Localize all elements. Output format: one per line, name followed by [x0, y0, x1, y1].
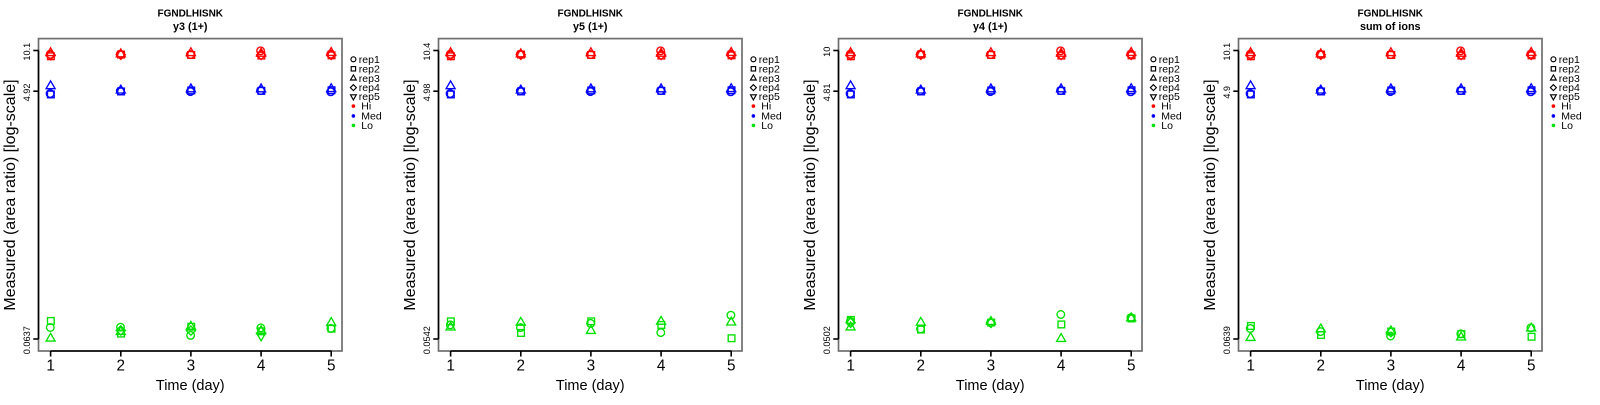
- svg-text:3: 3: [587, 358, 596, 375]
- svg-text:FGNDLHISNK: FGNDLHISNK: [157, 9, 223, 20]
- svg-text:10.4: 10.4: [422, 43, 432, 61]
- svg-text:y4 (1+): y4 (1+): [973, 21, 1008, 33]
- svg-text:Measured (area ratio) [log-sca: Measured (area ratio) [log-scale]: [402, 79, 419, 310]
- svg-text:Hi: Hi: [1161, 101, 1171, 113]
- svg-text:5: 5: [1127, 358, 1136, 375]
- svg-text:Time (day): Time (day): [1356, 378, 1425, 394]
- svg-text:1: 1: [446, 358, 455, 375]
- svg-text:0.0502: 0.0502: [822, 326, 832, 354]
- svg-text:Measured (area ratio) [log-sca: Measured (area ratio) [log-scale]: [2, 79, 19, 310]
- svg-text:Med: Med: [761, 111, 782, 123]
- svg-text:0.0639: 0.0639: [1222, 326, 1232, 354]
- svg-text:sum of ions: sum of ions: [1360, 21, 1421, 33]
- svg-text:1: 1: [1246, 358, 1255, 375]
- svg-text:5: 5: [1527, 358, 1536, 375]
- svg-text:rep1: rep1: [1159, 54, 1180, 66]
- svg-text:FGNDLHISNK: FGNDLHISNK: [557, 9, 623, 20]
- svg-text:rep4: rep4: [1559, 82, 1580, 94]
- svg-text:rep3: rep3: [1159, 73, 1180, 85]
- svg-text:3: 3: [1387, 358, 1396, 375]
- svg-text:rep5: rep5: [759, 91, 780, 103]
- svg-text:10.1: 10.1: [22, 43, 32, 61]
- svg-text:5: 5: [727, 358, 736, 375]
- svg-text:2: 2: [117, 358, 126, 375]
- svg-text:4.81: 4.81: [822, 83, 832, 101]
- svg-text:10.1: 10.1: [1222, 43, 1232, 61]
- svg-text:rep2: rep2: [759, 63, 780, 75]
- svg-text:1: 1: [46, 358, 55, 375]
- svg-text:rep5: rep5: [1159, 91, 1180, 103]
- svg-text:rep2: rep2: [359, 63, 380, 75]
- svg-text:rep2: rep2: [1159, 63, 1180, 75]
- svg-text:Hi: Hi: [1561, 101, 1571, 113]
- svg-text:Lo: Lo: [1161, 120, 1173, 132]
- svg-text:rep1: rep1: [1559, 54, 1580, 66]
- svg-text:4.9: 4.9: [1222, 86, 1232, 99]
- svg-text:Measured (area ratio) [log-sca: Measured (area ratio) [log-scale]: [1202, 79, 1219, 310]
- svg-text:4.98: 4.98: [422, 83, 432, 101]
- svg-text:Med: Med: [361, 111, 382, 123]
- svg-text:1: 1: [846, 358, 855, 375]
- svg-text:3: 3: [187, 358, 196, 375]
- svg-text:Med: Med: [1161, 111, 1182, 123]
- svg-text:rep4: rep4: [359, 82, 380, 94]
- svg-text:Time (day): Time (day): [956, 378, 1025, 394]
- svg-text:Hi: Hi: [361, 101, 371, 113]
- svg-text:Hi: Hi: [761, 101, 771, 113]
- svg-text:0.0637: 0.0637: [22, 326, 32, 354]
- svg-text:rep1: rep1: [359, 54, 380, 66]
- svg-text:Measured (area ratio) [log-sca: Measured (area ratio) [log-scale]: [802, 79, 819, 310]
- svg-text:3: 3: [987, 358, 996, 375]
- svg-text:rep3: rep3: [1559, 73, 1580, 85]
- svg-text:4: 4: [657, 358, 666, 375]
- svg-text:Lo: Lo: [1561, 120, 1573, 132]
- svg-text:5: 5: [327, 358, 336, 375]
- svg-text:Lo: Lo: [361, 120, 373, 132]
- svg-text:Lo: Lo: [761, 120, 773, 132]
- svg-text:rep5: rep5: [359, 91, 380, 103]
- svg-text:4: 4: [257, 358, 266, 375]
- svg-text:4.92: 4.92: [22, 83, 32, 101]
- svg-text:rep1: rep1: [759, 54, 780, 66]
- svg-text:4: 4: [1057, 358, 1066, 375]
- svg-text:2: 2: [517, 358, 526, 375]
- svg-text:Time (day): Time (day): [556, 378, 625, 394]
- svg-text:FGNDLHISNK: FGNDLHISNK: [1357, 9, 1423, 20]
- svg-text:FGNDLHISNK: FGNDLHISNK: [957, 9, 1023, 20]
- svg-text:Med: Med: [1561, 111, 1582, 123]
- svg-text:rep5: rep5: [1559, 91, 1580, 103]
- svg-text:y5 (1+): y5 (1+): [573, 21, 608, 33]
- svg-text:rep4: rep4: [1159, 82, 1180, 94]
- svg-text:rep2: rep2: [1559, 63, 1580, 75]
- svg-text:rep4: rep4: [759, 82, 780, 94]
- svg-text:2: 2: [1317, 358, 1326, 375]
- svg-text:0.0542: 0.0542: [422, 326, 432, 354]
- svg-text:2: 2: [917, 358, 926, 375]
- svg-text:rep3: rep3: [759, 73, 780, 85]
- svg-text:4: 4: [1457, 358, 1466, 375]
- svg-text:10: 10: [822, 47, 832, 57]
- svg-text:y3 (1+): y3 (1+): [173, 21, 208, 33]
- svg-text:Time (day): Time (day): [156, 378, 225, 394]
- svg-text:rep3: rep3: [359, 73, 380, 85]
